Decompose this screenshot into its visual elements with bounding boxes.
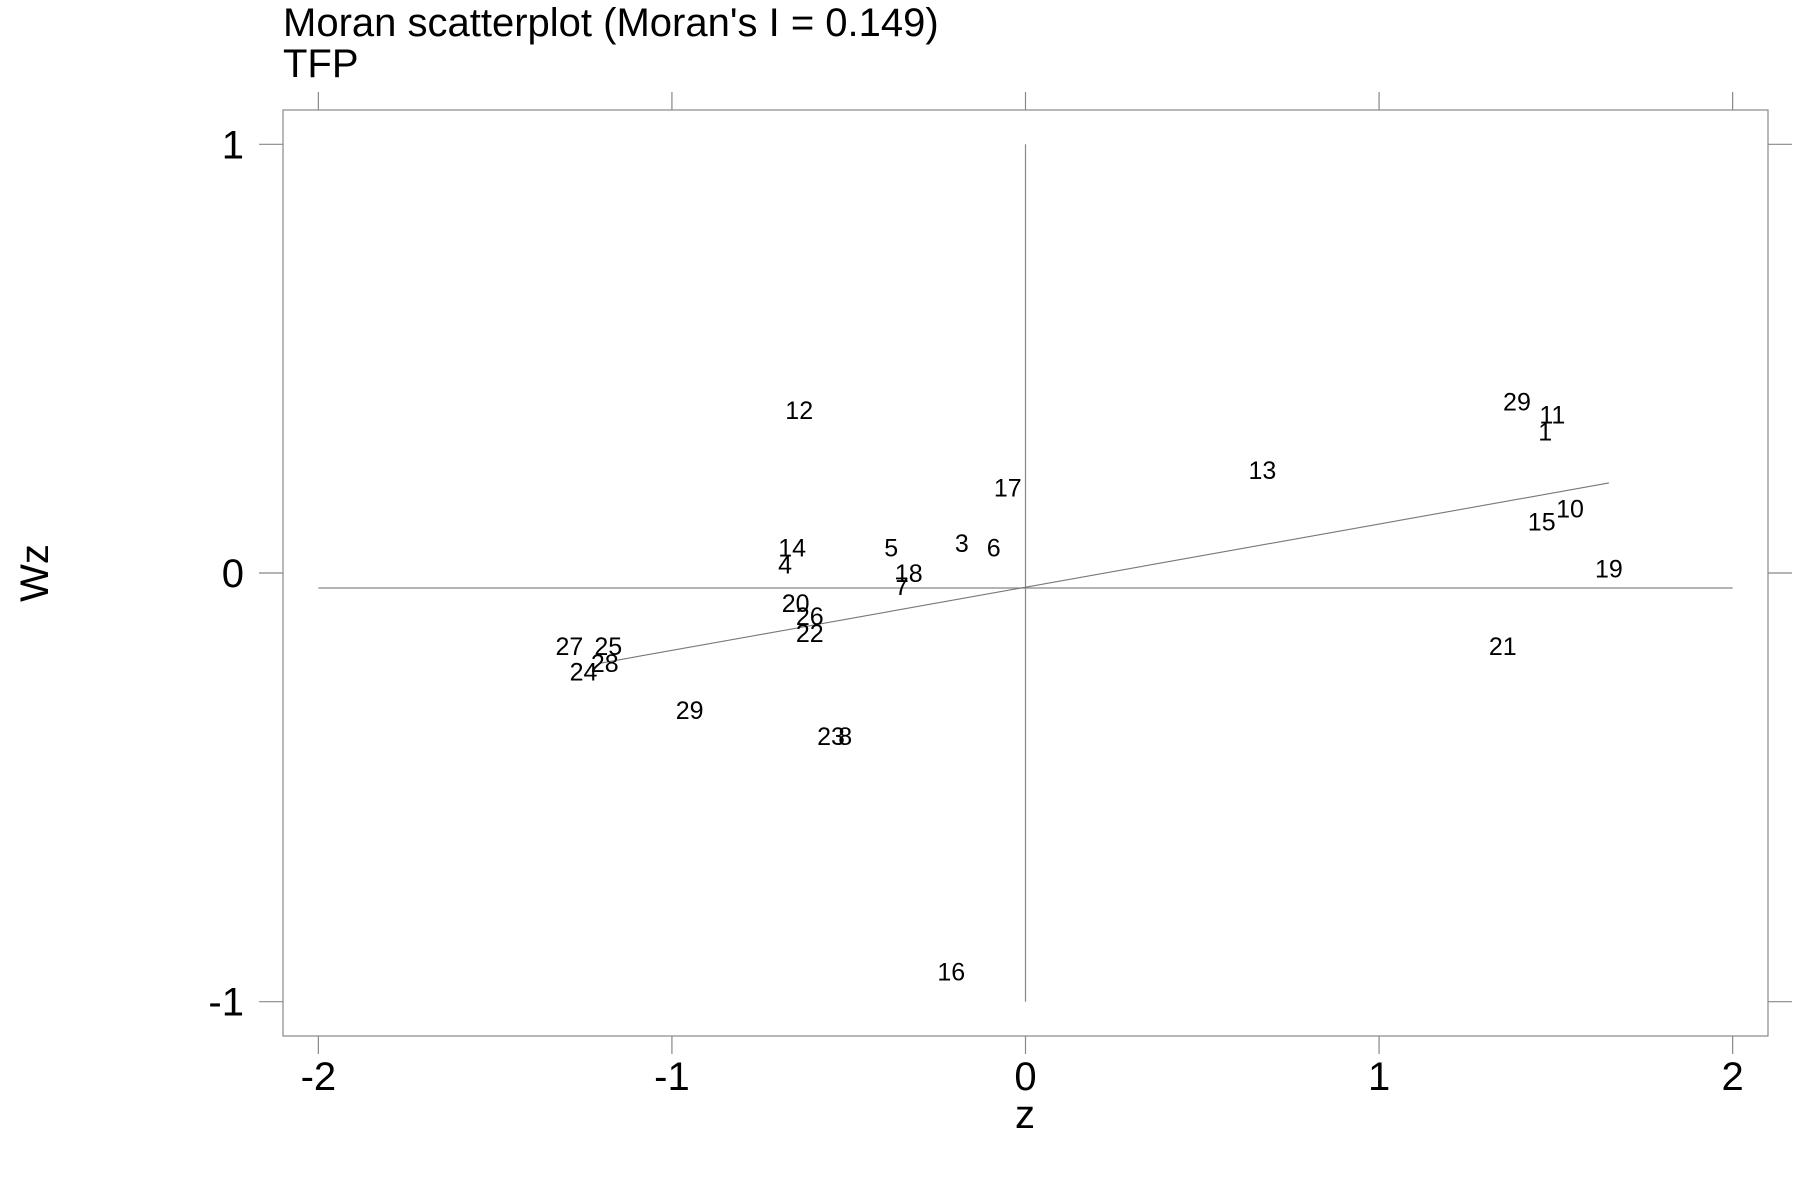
data-point-label: 19 <box>1595 556 1623 584</box>
y-axis: -1 0 1 <box>208 123 1792 1025</box>
x-axis-label: z <box>1015 1093 1035 1137</box>
data-point-label: 15 <box>1528 509 1556 537</box>
data-point-label: 11 <box>1539 401 1565 429</box>
data-point-label: 7 <box>895 573 909 601</box>
chart-title: Moran scatterplot (Moran's I = 0.149) <box>283 1 939 45</box>
fit-line-group <box>601 482 1609 664</box>
y-tick-label: -1 <box>208 981 244 1025</box>
data-point-label: 20 <box>782 590 810 618</box>
data-point-label: 17 <box>994 474 1022 502</box>
x-tick-label: -1 <box>654 1055 690 1099</box>
data-point-label: 29 <box>1503 389 1531 417</box>
data-point-label: 6 <box>987 534 1001 562</box>
data-point-label: 14 <box>778 534 806 562</box>
data-point-label: 23 <box>817 723 845 751</box>
data-point-label: 3 <box>955 530 969 558</box>
data-point-label: 16 <box>937 959 965 987</box>
data-point-label: 13 <box>1248 457 1276 485</box>
data-point-label: 5 <box>884 534 898 562</box>
regression-line <box>601 482 1609 664</box>
x-tick-label: 1 <box>1368 1055 1390 1099</box>
data-point-label: 10 <box>1556 496 1584 524</box>
reference-lines <box>318 144 1733 1002</box>
y-axis-label: Wz <box>13 544 57 602</box>
y-tick-label: 0 <box>222 552 244 596</box>
data-point-label: 28 <box>591 650 619 678</box>
data-point-label: 4 <box>778 551 792 579</box>
data-point-label: 24 <box>570 659 598 687</box>
data-point-label: 8 <box>838 723 852 751</box>
data-point-label: 21 <box>1489 633 1517 661</box>
data-point-label: 22 <box>796 620 824 648</box>
data-point-label: 27 <box>555 633 583 661</box>
data-point-label: 25 <box>594 633 622 661</box>
data-point-label: 29 <box>676 697 704 725</box>
x-tick-label: 2 <box>1722 1055 1744 1099</box>
data-point-label: 12 <box>785 397 813 425</box>
x-tick-label: 0 <box>1014 1055 1036 1099</box>
data-point-label: 26 <box>796 603 824 631</box>
data-point-label: 1 <box>1538 419 1552 447</box>
x-tick-label: -2 <box>301 1055 337 1099</box>
chart-subtitle: TFP <box>283 42 359 86</box>
x-axis: -2 -1 0 1 2 <box>301 92 1744 1099</box>
data-point-label: 18 <box>895 560 923 588</box>
y-tick-label: 1 <box>222 123 244 167</box>
